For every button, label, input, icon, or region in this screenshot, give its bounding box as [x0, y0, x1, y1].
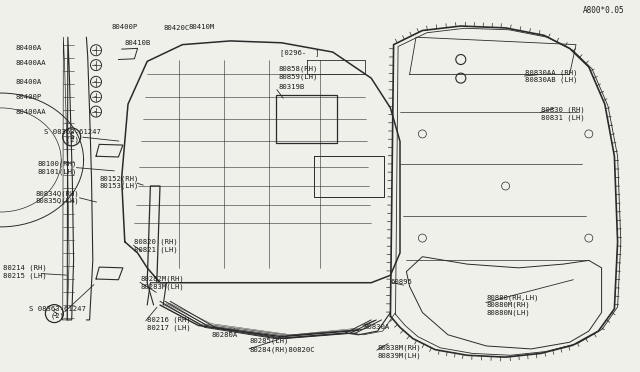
Text: 80400P: 80400P: [16, 94, 42, 100]
Text: 80100(RH)
80101(LH): 80100(RH) 80101(LH): [37, 160, 77, 174]
Text: 80834Q(RH)
80835Q(LH): 80834Q(RH) 80835Q(LH): [35, 190, 79, 204]
Text: 80214 (RH)
80215 (LH): 80214 (RH) 80215 (LH): [3, 264, 47, 279]
Text: 80400AA: 80400AA: [16, 60, 47, 66]
Text: 80282M(RH)
80283M(LH): 80282M(RH) 80283M(LH): [141, 276, 184, 290]
Text: 60895: 60895: [390, 279, 412, 285]
Text: 80216 (RH)
80217 (LH): 80216 (RH) 80217 (LH): [147, 317, 191, 331]
Text: S: S: [52, 309, 57, 318]
Text: 80400A: 80400A: [16, 79, 42, 85]
Text: 80410M: 80410M: [189, 24, 215, 30]
Text: S 08363-61247
     (2): S 08363-61247 (2): [29, 306, 86, 319]
Text: 80858(RH)
80859(LH): 80858(RH) 80859(LH): [278, 65, 318, 80]
Text: 80285(LH): 80285(LH): [250, 337, 289, 344]
Text: 80830AA (RH)
80830AB (LH): 80830AA (RH) 80830AB (LH): [525, 69, 577, 83]
Text: 80410B: 80410B: [125, 40, 151, 46]
Text: 80830 (RH)
80831 (LH): 80830 (RH) 80831 (LH): [541, 106, 584, 121]
Text: 80400A: 80400A: [16, 45, 42, 51]
Bar: [276, 95, 337, 143]
Text: 80152(RH)
80153(LH): 80152(RH) 80153(LH): [99, 175, 139, 189]
Text: 80319B: 80319B: [278, 84, 305, 90]
Text: 80820 (RH)
80821 (LH): 80820 (RH) 80821 (LH): [134, 238, 178, 253]
Text: 80400AA: 80400AA: [16, 109, 47, 115]
Text: 80280A: 80280A: [211, 332, 237, 338]
Text: 80284(RH)80820C: 80284(RH)80820C: [250, 346, 316, 353]
Text: 80400P: 80400P: [112, 24, 138, 30]
Text: 80838M(RH)
80839M(LH): 80838M(RH) 80839M(LH): [378, 344, 421, 359]
Text: 80830A: 80830A: [364, 324, 390, 330]
Text: S: S: [69, 132, 74, 141]
Text: [0296-  ]: [0296- ]: [280, 49, 320, 56]
Text: A800*0.05: A800*0.05: [582, 6, 624, 15]
Text: S 08363-61247
     (2): S 08363-61247 (2): [44, 129, 100, 142]
Text: 80420C: 80420C: [163, 25, 189, 31]
Text: 80880(RH,LH)
80880M(RH)
80880N(LH): 80880(RH,LH) 80880M(RH) 80880N(LH): [486, 294, 539, 316]
